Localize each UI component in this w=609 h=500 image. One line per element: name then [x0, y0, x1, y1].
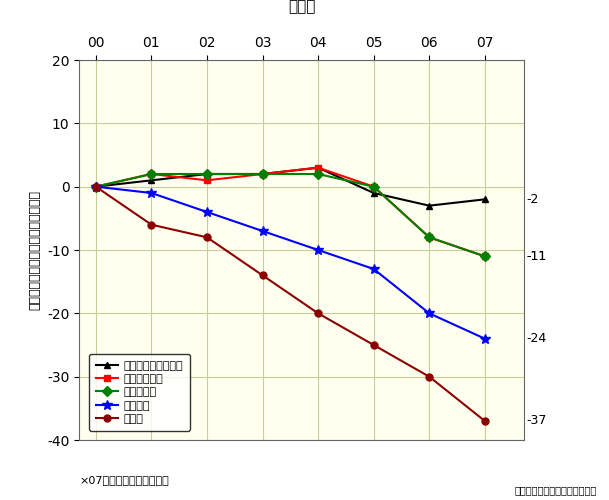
自動車の総走行距離: [314, 164, 322, 170]
死者数: [426, 374, 433, 380]
重傷者数: [314, 247, 322, 253]
重傷者数: [426, 310, 433, 316]
Line: 死者数: 死者数: [93, 183, 488, 424]
自動車の総走行距離: [92, 184, 99, 190]
Text: 出典：警察庁資料などより作成: 出典：警察庁資料などより作成: [515, 485, 597, 495]
重傷者数: [92, 184, 99, 190]
死傷者総数: [203, 171, 211, 177]
死者数: [92, 184, 99, 190]
Text: ×07年の総走行距離は推定: ×07年の総走行距離は推定: [79, 475, 169, 485]
死者数: [370, 342, 378, 348]
交通事故件数: [426, 234, 433, 240]
死者数: [481, 418, 488, 424]
Line: 交通事故件数: 交通事故件数: [93, 164, 488, 260]
Legend: 自動車の総走行距離, 交通事故件数, 死傷者総数, 重傷者数, 死者数: 自動車の総走行距離, 交通事故件数, 死傷者総数, 重傷者数, 死者数: [89, 354, 190, 430]
Title: 年　次: 年 次: [288, 0, 315, 14]
Text: -24: -24: [527, 332, 547, 345]
自動車の総走行距離: [370, 190, 378, 196]
自動車の総走行距離: [426, 202, 433, 208]
Text: -11: -11: [527, 250, 547, 263]
重傷者数: [148, 190, 155, 196]
死者数: [148, 222, 155, 228]
交通事故件数: [481, 254, 488, 260]
Text: -37: -37: [527, 414, 547, 428]
死傷者総数: [92, 184, 99, 190]
交通事故件数: [148, 171, 155, 177]
重傷者数: [370, 266, 378, 272]
交通事故件数: [203, 178, 211, 184]
自動車の総走行距離: [148, 178, 155, 184]
死者数: [259, 272, 266, 278]
Line: 死傷者総数: 死傷者総数: [93, 170, 488, 260]
Y-axis label: 指標値（２０００年基準の相対値）: 指標値（２０００年基準の相対値）: [29, 190, 41, 310]
重傷者数: [481, 336, 488, 342]
自動車の総走行距離: [481, 196, 488, 202]
交通事故件数: [259, 171, 266, 177]
Line: 重傷者数: 重傷者数: [91, 182, 490, 344]
死傷者総数: [481, 254, 488, 260]
重傷者数: [203, 209, 211, 215]
死傷者総数: [314, 171, 322, 177]
Text: -2: -2: [527, 193, 539, 206]
自動車の総走行距離: [203, 171, 211, 177]
交通事故件数: [92, 184, 99, 190]
死傷者総数: [370, 184, 378, 190]
交通事故件数: [314, 164, 322, 170]
死傷者総数: [426, 234, 433, 240]
死傷者総数: [148, 171, 155, 177]
自動車の総走行距離: [259, 171, 266, 177]
交通事故件数: [370, 184, 378, 190]
Text: -11: -11: [527, 250, 547, 263]
死者数: [314, 310, 322, 316]
重傷者数: [259, 228, 266, 234]
死者数: [203, 234, 211, 240]
死傷者総数: [259, 171, 266, 177]
Line: 自動車の総走行距離: 自動車の総走行距離: [93, 164, 488, 209]
